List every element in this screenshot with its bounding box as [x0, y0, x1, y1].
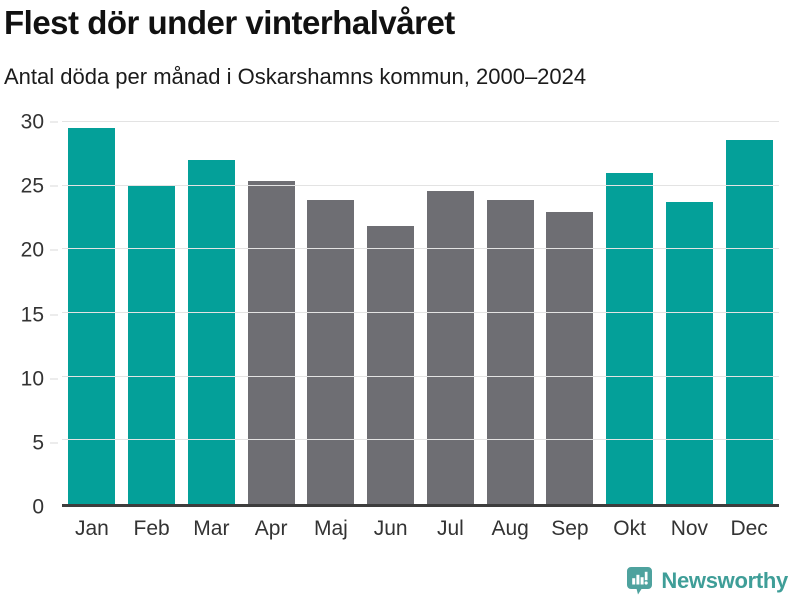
- bar-mar: [187, 160, 235, 504]
- bar-slot: [600, 122, 660, 504]
- x-tick-label: Mar: [193, 517, 230, 540]
- x-tick-label: Okt: [613, 517, 646, 540]
- x-tick-label: Nov: [670, 517, 709, 540]
- gridline: [62, 312, 779, 313]
- y-tick-mark: [50, 121, 58, 123]
- bar-jun: [367, 226, 415, 504]
- bar-aug: [486, 199, 534, 504]
- x-tick-label: Dec: [730, 517, 768, 540]
- y-tick-mark: [50, 185, 58, 187]
- bar-jan: [68, 128, 116, 504]
- y-tick-mark: [50, 314, 58, 315]
- y-tick-label: 25: [20, 174, 44, 198]
- bar-slot: [122, 122, 182, 504]
- bar-slot: [540, 122, 600, 504]
- bar-slot: [660, 122, 720, 504]
- x-tick-label: Apr: [254, 517, 288, 540]
- y-tick-label: 10: [20, 367, 44, 391]
- bar-slot: [361, 122, 421, 504]
- newsworthy-logo-icon: [627, 567, 653, 595]
- gridline: [62, 184, 779, 186]
- x-tick-label: Aug: [491, 517, 529, 540]
- y-axis: 0 5 10 15 20 25 30: [0, 112, 58, 518]
- x-axis-labels: Jan Feb Mar Apr Maj Jun Jul Aug Sep Okt Nov Dec: [62, 517, 779, 541]
- y-tick-label: 30: [20, 110, 44, 134]
- bar-slot: [301, 122, 361, 504]
- bar-slot: [62, 122, 122, 504]
- bar-dec: [725, 139, 773, 504]
- chart-title: Flest dör under vinterhalvåret: [4, 4, 455, 41]
- bar-slot: [421, 122, 481, 504]
- bar-jul: [426, 190, 474, 504]
- bar-apr: [247, 180, 295, 504]
- x-tick-label: Jan: [74, 517, 109, 540]
- chart-subtitle: Antal döda per månad i Oskarshamns kommu…: [4, 64, 587, 89]
- y-tick-mark: [50, 442, 58, 444]
- bar-series: [62, 122, 779, 504]
- bar-nov: [665, 202, 713, 504]
- bar-slot: [241, 122, 301, 504]
- newsworthy-logo[interactable]: Newsworthy: [626, 566, 788, 595]
- x-tick-label: Jun: [373, 517, 408, 540]
- y-tick-mark: [50, 378, 58, 380]
- bar-slot: [719, 122, 779, 504]
- x-tick-label: Sep: [551, 517, 589, 540]
- bar-okt: [606, 172, 654, 504]
- y-tick-label: 20: [20, 238, 44, 262]
- gridline: [62, 439, 779, 441]
- bar-slot: [182, 122, 242, 504]
- y-tick-label: 0: [32, 495, 44, 519]
- gridline: [62, 375, 779, 377]
- plot-area: [62, 121, 779, 507]
- bar-feb: [128, 185, 176, 504]
- bar-sep: [546, 212, 594, 504]
- y-tick-mark: [50, 249, 58, 251]
- x-tick-label: Feb: [133, 517, 170, 540]
- bar-slot: [480, 122, 540, 504]
- bar-maj: [307, 199, 355, 504]
- x-tick-label: Jul: [436, 517, 464, 540]
- newsworthy-logo-text: Newsworthy: [661, 567, 788, 593]
- y-tick-label: 5: [32, 431, 44, 455]
- gridline: [62, 121, 779, 122]
- gridline: [62, 248, 779, 250]
- x-tick-label: Maj: [313, 517, 348, 540]
- y-tick-label: 15: [20, 303, 44, 326]
